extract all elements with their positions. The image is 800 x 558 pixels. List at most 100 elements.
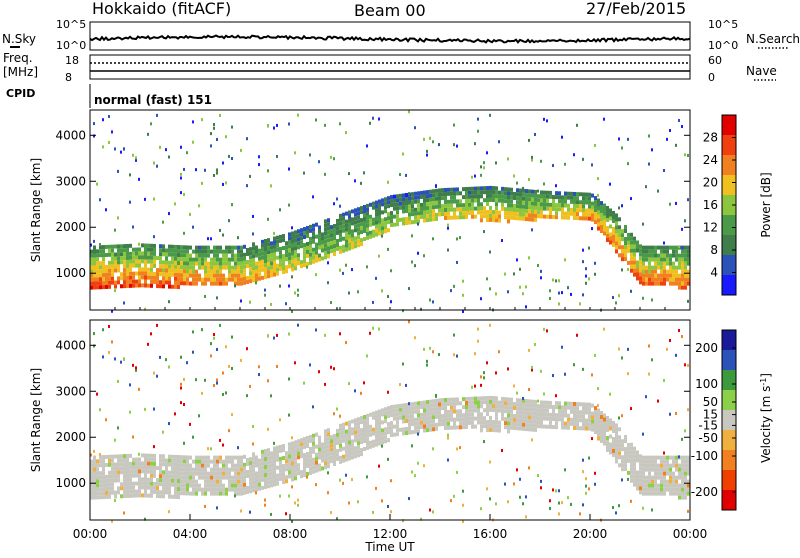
power-cell [93,245,96,250]
power-cell [288,236,291,241]
velocity-cell [438,414,441,419]
power-cell [249,279,252,284]
velocity-cell [390,421,393,426]
power-cell [183,253,186,258]
velocity-cell [513,425,516,430]
velocity-scatter [597,403,599,407]
power-cell [339,213,342,218]
power-cell [489,197,492,202]
velocity-cell [636,478,639,483]
velocity-cell [237,475,240,480]
power-cell [642,245,645,250]
power-scatter [684,219,686,223]
velocity-cell [198,455,201,460]
velocity-scatter [516,468,518,472]
power-cell [255,261,258,266]
velocity-cell [597,436,600,441]
velocity-cell [177,455,180,460]
velocity-cell [576,402,579,407]
velocity-cell [210,491,213,496]
velocity-cell [510,421,513,426]
velocity-cell [579,418,582,423]
power-cell [612,226,615,231]
power-cell [99,269,102,274]
velocity-cell [495,428,498,433]
velocity-cell [225,455,228,460]
velocity-cell [681,459,684,464]
velocity-cell [474,400,477,405]
power-cell [351,229,354,234]
velocity-cell [222,463,225,468]
velocity-cell [249,485,252,490]
power-cell [117,276,120,281]
velocity-cell [402,427,405,432]
power-scatter [198,204,200,208]
power-cell [441,196,444,201]
power-cell [186,249,189,254]
velocity-cell [663,463,666,468]
power-cell [663,265,666,270]
velocity-cell [384,415,387,420]
power-cell [315,258,318,263]
velocity-cell [591,403,594,408]
power-cell [213,249,216,254]
velocity-cell [642,479,645,484]
velocity-cell [162,494,165,499]
power-cell [432,201,435,206]
power-cell [468,206,471,211]
velocity-scatter [537,399,539,403]
velocity-cell [150,489,153,494]
power-cell [399,193,402,198]
velocity-cell [606,436,609,440]
power-cell [588,196,591,201]
velocity-scatter [246,347,248,351]
power-cell [285,249,288,254]
power-cell [180,257,183,262]
velocity-cell [414,401,417,406]
power-cell [207,253,210,258]
velocity-cell [357,429,360,434]
velocity-cell [576,418,579,423]
velocity-cell [462,397,465,402]
velocity-scatter [447,458,449,462]
power-cell [150,251,153,256]
power-cell [309,260,312,265]
velocity-cell [369,444,372,449]
power-cell [237,281,240,286]
power-cell [105,244,108,249]
power-cell [570,195,573,200]
power-cell [183,261,186,266]
power-cell [144,279,147,284]
velocity-scatter [348,382,350,386]
power-cell [111,252,114,257]
velocity-cell [546,408,549,413]
velocity-cell [153,465,156,470]
power-cell [558,191,561,196]
velocity-cell [324,449,327,454]
velocity-cell [117,466,120,471]
power-cell [141,275,144,280]
velocity-cell [405,430,408,435]
power-cell [660,249,663,254]
power-cell [177,285,180,290]
power-cell [93,265,96,270]
velocity-scatter [531,438,533,442]
power-cell [444,195,447,200]
power-cell [111,272,114,277]
velocity-cell [423,404,426,409]
velocity-cell [558,413,561,418]
power-cell [447,199,450,204]
velocity-cell [342,434,345,439]
power-cell [564,191,567,196]
power-cell [402,221,405,226]
power-cell [387,196,390,201]
velocity-cell [447,417,450,422]
power-cell [615,237,618,242]
power-cell [378,211,381,216]
velocity-scatter [483,371,485,375]
velocity-cell [459,425,462,430]
velocity-cell [618,435,621,440]
velocity-scatter [669,339,671,343]
power-cell [279,254,282,259]
power-cell [231,249,234,254]
